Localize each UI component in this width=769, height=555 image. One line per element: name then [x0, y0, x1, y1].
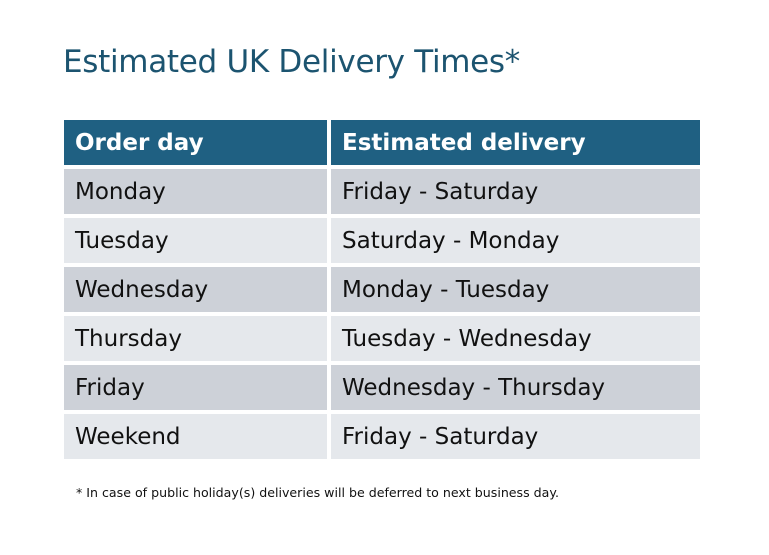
- header-order-day: Order day: [64, 120, 327, 165]
- table-row: Thursday Tuesday - Wednesday: [64, 316, 700, 361]
- header-estimated-delivery: Estimated delivery: [331, 120, 700, 165]
- delivery-table: Order day Estimated delivery Monday Frid…: [64, 120, 700, 463]
- delivery-cell: Saturday - Monday: [331, 218, 700, 263]
- order-day-cell: Tuesday: [64, 218, 327, 263]
- order-day-cell: Friday: [64, 365, 327, 410]
- order-day-cell: Thursday: [64, 316, 327, 361]
- table-row: Tuesday Saturday - Monday: [64, 218, 700, 263]
- order-day-cell: Weekend: [64, 414, 327, 459]
- table-row: Weekend Friday - Saturday: [64, 414, 700, 459]
- delivery-cell: Tuesday - Wednesday: [331, 316, 700, 361]
- delivery-cell: Monday - Tuesday: [331, 267, 700, 312]
- order-day-cell: Monday: [64, 169, 327, 214]
- table-header-row: Order day Estimated delivery: [64, 120, 700, 165]
- page-title: Estimated UK Delivery Times*: [63, 44, 520, 80]
- order-day-cell: Wednesday: [64, 267, 327, 312]
- delivery-cell: Wednesday - Thursday: [331, 365, 700, 410]
- delivery-cell: Friday - Saturday: [331, 414, 700, 459]
- table-row: Friday Wednesday - Thursday: [64, 365, 700, 410]
- table-row: Monday Friday - Saturday: [64, 169, 700, 214]
- table-row: Wednesday Monday - Tuesday: [64, 267, 700, 312]
- footnote: * In case of public holiday(s) deliverie…: [76, 485, 560, 500]
- delivery-cell: Friday - Saturday: [331, 169, 700, 214]
